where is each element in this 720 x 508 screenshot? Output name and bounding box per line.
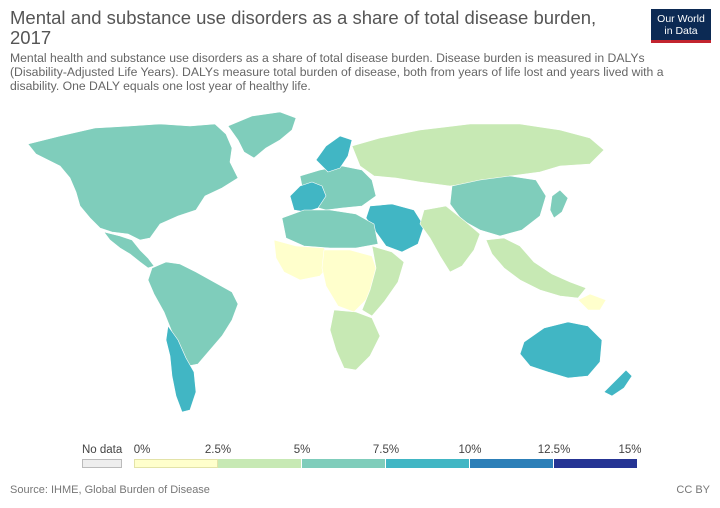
region-south-america[interactable]: [147, 261, 239, 367]
chart-title: Mental and substance use disorders as a …: [10, 7, 597, 48]
region-southern-africa[interactable]: [329, 309, 381, 371]
region-western-europe[interactable]: [289, 181, 327, 213]
logo-line-1: Our World: [657, 13, 705, 25]
legend-bin[interactable]: [134, 459, 218, 468]
legend-bin[interactable]: [470, 459, 554, 468]
legend-tick-label: 5%: [293, 444, 311, 456]
world-map: [27, 111, 633, 413]
region-papua-new-guinea[interactable]: [577, 293, 607, 311]
legend-no-data-label: No data: [82, 444, 123, 456]
logo-line-2: in Data: [664, 25, 698, 37]
region-west-africa[interactable]: [273, 239, 333, 281]
source-note[interactable]: Source: IHME, Global Burden of Disease: [10, 484, 210, 496]
region-southern-cone[interactable]: [165, 325, 197, 413]
legend-bin[interactable]: [554, 459, 638, 468]
region-south-asia[interactable]: [419, 205, 481, 273]
region-central-africa[interactable]: [321, 249, 379, 313]
region-australia[interactable]: [519, 321, 603, 379]
owid-logo[interactable]: Our World in Data: [651, 9, 711, 43]
region-north-africa[interactable]: [281, 209, 379, 249]
region-scandinavia[interactable]: [315, 135, 353, 173]
region-north-america[interactable]: [27, 123, 239, 241]
region-japan[interactable]: [549, 189, 569, 219]
region-russia[interactable]: [351, 123, 605, 187]
region-greenland[interactable]: [227, 111, 297, 159]
legend-bin[interactable]: [302, 459, 386, 468]
legend: No data 0% 2.5% 5% 7.5% 10% 12.5% 15%: [0, 440, 720, 472]
legend-tick-label: 0%: [133, 444, 151, 456]
region-southeast-asia[interactable]: [485, 237, 587, 299]
region-new-zealand[interactable]: [603, 369, 633, 397]
legend-tick-label: 10%: [458, 444, 482, 456]
legend-tick-label: 15%: [618, 444, 642, 456]
logo-accent-bar: [651, 40, 711, 43]
license-link[interactable]: CC BY: [676, 484, 710, 496]
legend-no-data-swatch[interactable]: [82, 459, 122, 468]
legend-bin[interactable]: [218, 459, 302, 468]
legend-tick-label: 12.5%: [537, 444, 571, 456]
region-east-africa[interactable]: [361, 245, 405, 317]
region-central-america[interactable]: [103, 231, 155, 269]
chart-subtitle: Mental health and substance use disorder…: [10, 51, 664, 93]
legend-bin[interactable]: [386, 459, 470, 468]
legend-tick-label: 2.5%: [204, 444, 232, 456]
legend-tick-label: 7.5%: [372, 444, 400, 456]
